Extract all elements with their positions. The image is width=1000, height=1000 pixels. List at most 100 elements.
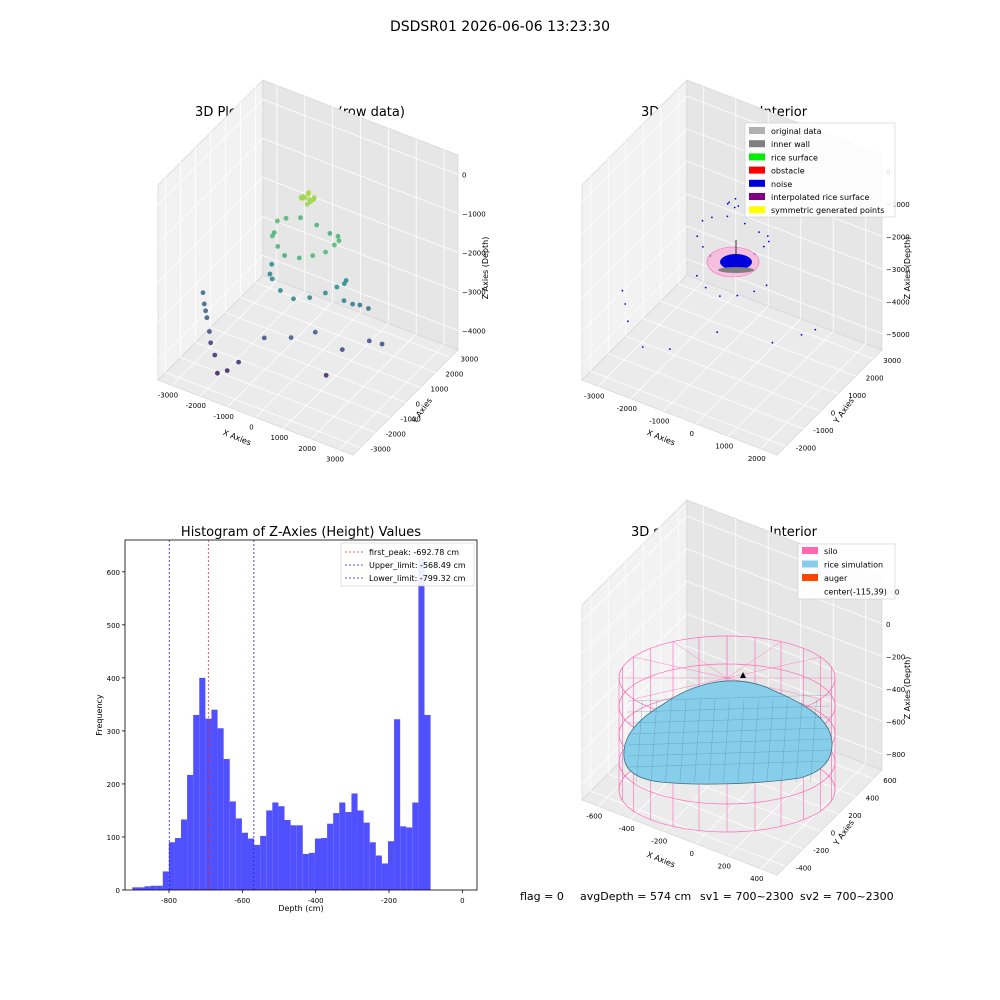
- raw-data-point: [269, 261, 275, 267]
- raw-x-tick: 0: [249, 424, 253, 432]
- classify-floor-grid-y: [643, 318, 839, 395]
- histogram-bar: [217, 728, 224, 890]
- simulation-z-grid: [581, 613, 883, 720]
- histogram-bar: [345, 812, 352, 890]
- rice-mesh-line: [627, 738, 831, 746]
- noise-point: [621, 289, 624, 292]
- raw-data-point: [203, 308, 209, 314]
- classify-y-tick: 2000: [866, 374, 884, 382]
- raw-data-point: [310, 253, 316, 258]
- noise-point: [728, 201, 730, 204]
- histogram-bar: [174, 838, 182, 890]
- noise-point: [719, 295, 721, 297]
- simulation-legend-swatch: [802, 574, 818, 581]
- raw-data-point: [343, 278, 349, 283]
- classify-legend-label: noise: [771, 180, 792, 189]
- simulation-y-tick: 600: [883, 777, 896, 785]
- histogram-y-tick: 0: [116, 887, 120, 895]
- raw-data-point: [339, 347, 345, 352]
- raw-x-tick: 2000: [298, 445, 316, 453]
- histogram-bar: [363, 822, 370, 890]
- raw-y-tick: -3000: [371, 446, 391, 454]
- histogram-bar: [387, 841, 395, 890]
- simulation-x-axis-label: X Axies: [646, 850, 677, 869]
- classify-z-tick: −5000: [886, 331, 910, 339]
- classify-z-grid: [581, 225, 883, 332]
- raw-x-tick: -1000: [213, 413, 233, 421]
- noise-point: [771, 341, 774, 344]
- classify-floor-grid-y: [608, 353, 804, 430]
- classify-legend-swatch: [749, 140, 765, 148]
- silo-roof-spoke: [672, 641, 728, 679]
- raw-z-tick: −4000: [462, 328, 486, 336]
- histogram-bar: [162, 871, 169, 890]
- simulation-x-tick: 200: [718, 862, 731, 870]
- classify-y-tick: -2000: [796, 444, 816, 452]
- noise-point: [733, 206, 736, 209]
- raw-z-grid: [157, 216, 459, 322]
- raw-floor-grid-y: [180, 357, 376, 433]
- histogram-axes-frame: [124, 539, 478, 891]
- rice-mesh-line: [636, 699, 643, 783]
- histogram-bar: [150, 885, 157, 890]
- raw-x-tick: 1000: [270, 434, 288, 442]
- raw-floor-grid-y: [240, 297, 436, 373]
- histogram-bar: [351, 793, 358, 890]
- status-sv1: sv1 = 700~2300: [700, 890, 794, 903]
- raw-data-point: [291, 296, 296, 302]
- raw-data-point: [215, 370, 220, 376]
- raw-x-axis-label: X Axies: [222, 428, 253, 447]
- raw-data-point: [200, 290, 206, 296]
- classify-x-tick: -1000: [649, 417, 669, 425]
- noise-point: [737, 205, 740, 207]
- raw-z-grid: [157, 177, 459, 283]
- histogram-y-tick: 100: [107, 834, 120, 842]
- classify-x-axis-label: X Axies: [646, 428, 677, 447]
- simulation-legend-label: rice simulation: [824, 561, 883, 570]
- histogram-bar: [339, 802, 346, 890]
- noise-point: [641, 346, 644, 348]
- histogram-bar: [223, 759, 230, 890]
- raw-floor-grid-y: [255, 282, 451, 358]
- classify-floor-grid-y: [678, 283, 874, 360]
- noise-point: [696, 235, 699, 238]
- histogram-legend-frame: [340, 542, 475, 587]
- classify-legend-swatch: [749, 127, 765, 134]
- histogram-bar: [333, 813, 340, 890]
- noise-point: [726, 215, 729, 218]
- classify-rice-blob: [706, 240, 760, 278]
- raw-z-axis-label: Z Axies (Depth): [481, 237, 490, 300]
- classify-legend-swatch: [749, 153, 765, 161]
- raw-z-tick: −1000: [462, 211, 486, 219]
- raw-data-point: [224, 368, 230, 373]
- classify-legend-label: original data: [771, 127, 822, 136]
- raw-data-point: [366, 306, 371, 311]
- raw-z-tick: −3000: [462, 289, 486, 297]
- simulation-y-tick: -400: [796, 864, 812, 872]
- classify-floor-grid-x: [662, 305, 769, 412]
- rice-mesh-line: [679, 699, 687, 783]
- histogram-bar: [302, 853, 309, 890]
- rice-mesh-line: [627, 694, 831, 702]
- simulation-y-tick: -200: [813, 847, 829, 855]
- simulation-z-tick: −600: [886, 718, 905, 726]
- noise-point: [800, 334, 803, 336]
- raw-z-tick: −2000: [462, 250, 486, 258]
- rice-mesh-line: [723, 699, 730, 783]
- raw-y-tick: 2000: [446, 371, 464, 379]
- histogram-bar: [229, 801, 236, 890]
- noise-point: [765, 284, 768, 287]
- classify-y-tick: 1000: [848, 392, 866, 400]
- status-line: flag = 0 avgDepth = 574 cm sv1 = 700~230…: [520, 890, 894, 903]
- histogram-bar: [247, 838, 255, 890]
- histogram-bar: [424, 715, 431, 890]
- histogram-y-axis-label: Frequency: [95, 694, 104, 736]
- raw-data-point: [288, 335, 294, 340]
- noise-point: [711, 216, 713, 219]
- histogram-y-tick: 600: [107, 569, 120, 577]
- raw-data-point: [334, 284, 340, 290]
- simulation-x-tick: 0: [690, 850, 694, 858]
- classify-legend-label: inner wall: [771, 140, 810, 149]
- classify-legend-swatch: [749, 179, 765, 187]
